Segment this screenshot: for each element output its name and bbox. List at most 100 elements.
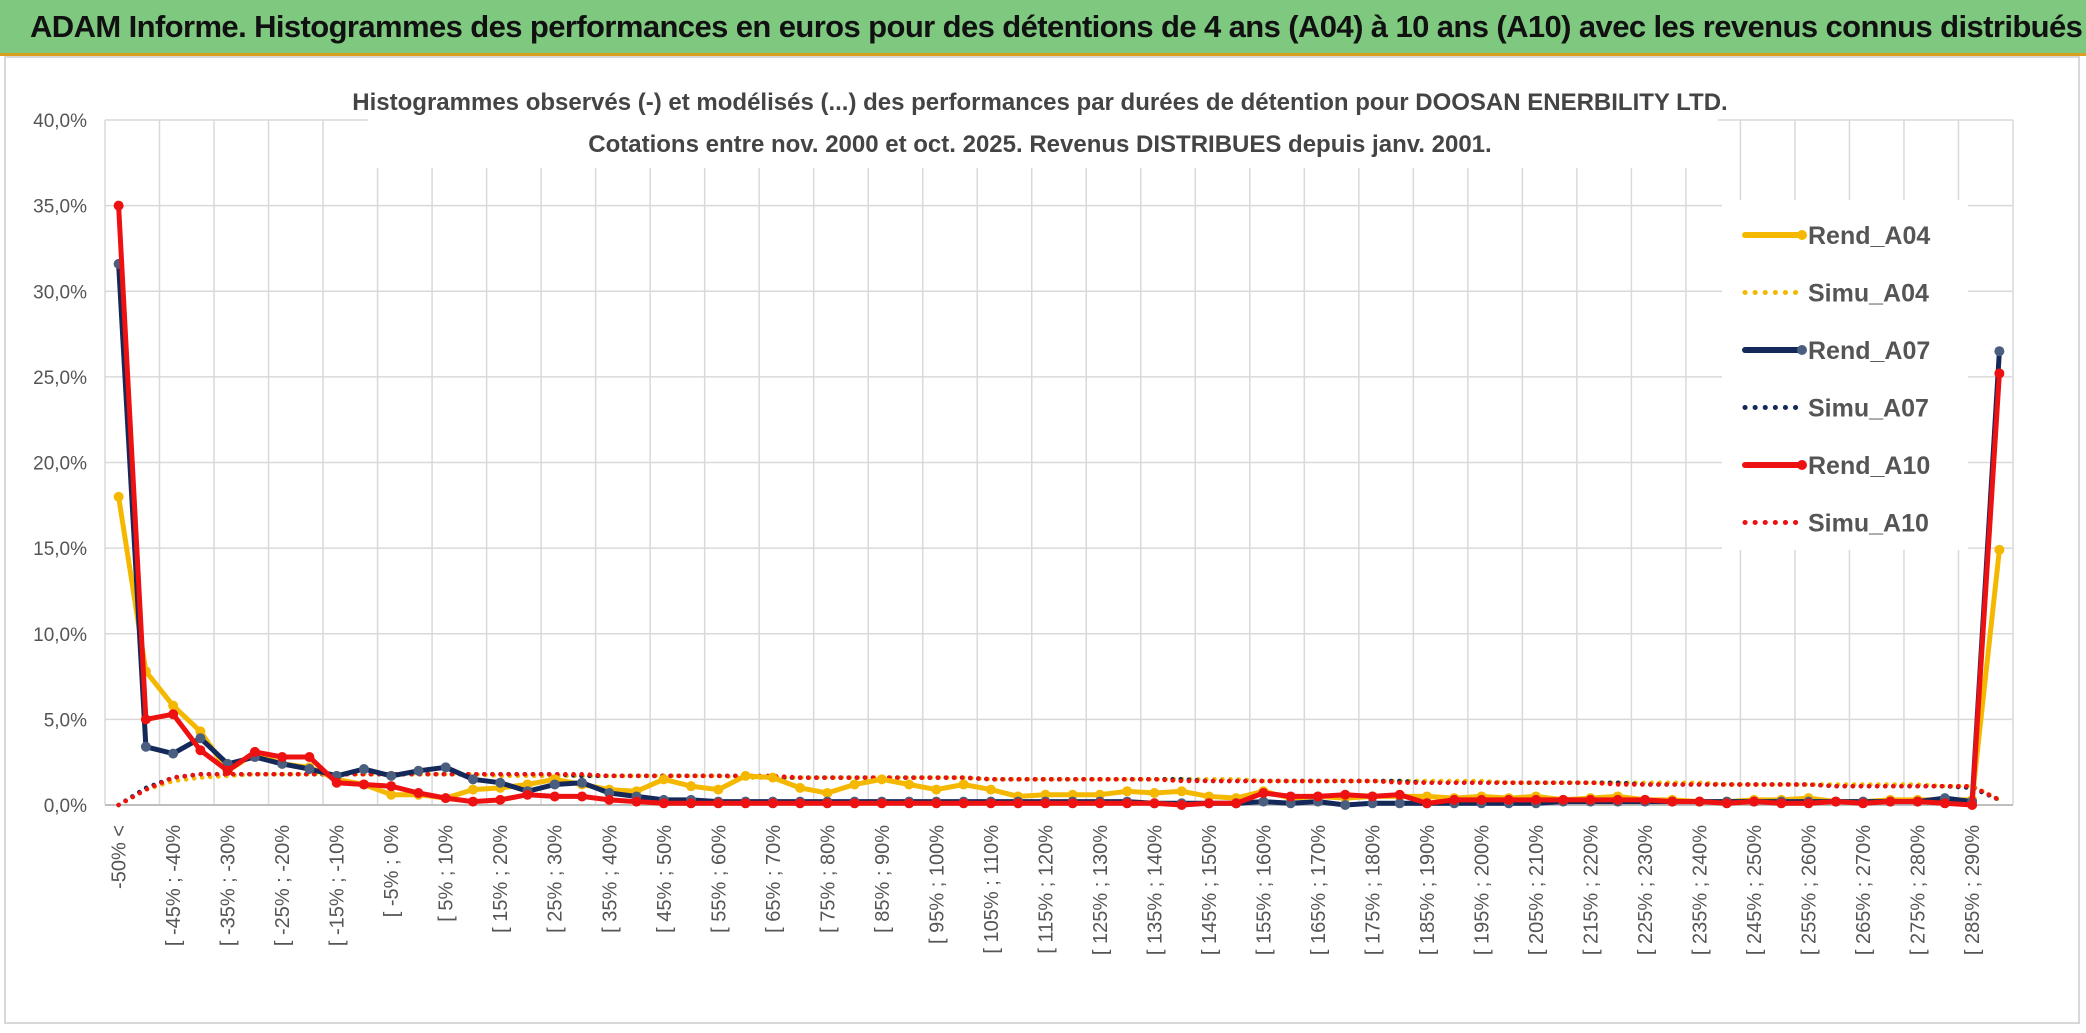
- point-Rend_A04: [522, 779, 533, 790]
- legend-label: Simu_A04: [1808, 280, 1929, 308]
- x-tick-label: [ 145% ; 150%: [1199, 825, 1221, 955]
- x-tick-label: [ 185% ; 190%: [1417, 825, 1439, 955]
- report-banner: ADAM Informe. Histogrammes des performan…: [0, 0, 2086, 56]
- point-Rend_A04: [658, 774, 669, 785]
- point-Rend_A07: [1394, 798, 1405, 809]
- point-Rend_A10: [1476, 794, 1487, 805]
- point-Rend_A10: [1367, 791, 1378, 802]
- y-axis-ticks: 0,0% 5,0% 10,0% 15,0% 20,0% 25,0% 30,0% 35,0% 40…: [33, 111, 87, 817]
- point-Rend_A10: [985, 798, 996, 809]
- point-Rend_A04: [1067, 789, 1078, 800]
- point-Rend_A07: [1994, 346, 2005, 357]
- point-Rend_A04: [1176, 786, 1187, 797]
- point-Rend_A10: [113, 200, 124, 211]
- x-tick-label: [ 5% ; 10%: [436, 825, 458, 922]
- series: [113, 200, 2005, 810]
- point-Rend_A10: [1421, 798, 1432, 809]
- series-Rend_A07: [113, 258, 2005, 810]
- point-Rend_A10: [1094, 798, 1105, 809]
- legend-label: Rend_A07: [1808, 337, 1930, 365]
- point-Rend_A04: [1203, 791, 1214, 802]
- point-Rend_A10: [1776, 798, 1787, 809]
- legend-marker: [1797, 460, 1807, 470]
- point-Rend_A10: [1449, 794, 1460, 805]
- point-Rend_A10: [1149, 798, 1160, 809]
- point-Rend_A10: [876, 798, 887, 809]
- point-Rend_A10: [577, 791, 587, 802]
- y-tick-label: 40,0%: [33, 111, 87, 132]
- line-Rend_A07: [116, 263, 2002, 808]
- point-Rend_A04: [931, 784, 942, 795]
- point-Rend_A10: [1939, 798, 1950, 809]
- point-Rend_A10: [1640, 794, 1651, 805]
- point-Rend_A10: [467, 796, 478, 807]
- point-Rend_A10: [386, 781, 397, 792]
- point-Rend_A10: [522, 789, 533, 800]
- point-Rend_A07: [413, 765, 424, 776]
- point-Rend_A10: [931, 798, 942, 809]
- point-Rend_A10: [1721, 798, 1732, 809]
- x-tick-label: [ 85% ; 90%: [872, 825, 894, 933]
- point-Rend_A07: [1340, 800, 1351, 810]
- x-tick-label: [ 225% ; 230%: [1635, 825, 1657, 955]
- point-Rend_A10: [358, 779, 369, 790]
- x-tick-label: [ 215% ; 220%: [1581, 825, 1603, 955]
- point-Rend_A04: [740, 770, 751, 781]
- y-tick-label: 25,0%: [33, 368, 87, 389]
- x-tick-label: [ 35% ; 40%: [599, 825, 621, 933]
- point-Rend_A04: [876, 774, 887, 785]
- point-Rend_A10: [1312, 791, 1323, 802]
- x-tick-label: [ 75% ; 80%: [817, 825, 839, 933]
- point-Rend_A07: [1367, 798, 1378, 809]
- point-Rend_A07: [467, 774, 478, 785]
- x-tick-label: [ -5% ; 0%: [381, 825, 403, 917]
- x-tick-label: [ 175% ; 180%: [1362, 825, 1384, 955]
- x-tick-label: [ 235% ; 240%: [1690, 825, 1712, 955]
- point-Rend_A10: [168, 709, 179, 720]
- legend: Rend_A04 Simu_A04 Rend_A07 Simu_A07 Rend_A10…: [1722, 200, 1968, 550]
- point-Rend_A10: [1558, 794, 1569, 805]
- point-Rend_A04: [1122, 786, 1133, 797]
- point-Rend_A10: [904, 798, 915, 809]
- point-Rend_A10: [1612, 794, 1623, 805]
- series-Rend_A04: [113, 491, 2005, 807]
- line-Simu_A10: [116, 771, 2002, 808]
- point-Rend_A04: [467, 784, 478, 795]
- point-Rend_A07: [277, 758, 288, 769]
- point-Rend_A07: [577, 777, 587, 788]
- x-tick-label: [ 155% ; 160%: [1253, 825, 1275, 955]
- point-Rend_A07: [549, 779, 560, 790]
- point-Rend_A10: [631, 796, 642, 807]
- line-Rend_A10: [116, 205, 2002, 808]
- x-tick-label: [ 265% ; 270%: [1853, 825, 1875, 955]
- point-Rend_A07: [304, 764, 315, 775]
- x-tick-label: [ 195% ; 200%: [1471, 825, 1493, 955]
- chart-subtitle: Cotations entre nov. 2000 et oct. 2025. …: [588, 131, 1491, 158]
- point-Rend_A04: [713, 784, 724, 795]
- point-Rend_A10: [440, 793, 451, 804]
- x-tick-label: [ 255% ; 260%: [1799, 825, 1821, 955]
- point-Rend_A04: [1994, 544, 2005, 555]
- point-Rend_A10: [222, 765, 233, 776]
- point-Rend_A10: [1176, 800, 1187, 810]
- point-Rend_A10: [195, 745, 206, 756]
- point-Rend_A04: [985, 784, 996, 795]
- point-Rend_A10: [849, 798, 860, 809]
- point-Rend_A10: [249, 746, 260, 757]
- x-tick-label: [ 285% ; 290%: [1962, 825, 1984, 955]
- x-tick-label: [ 15% ; 20%: [490, 825, 512, 933]
- point-Rend_A10: [1231, 798, 1242, 809]
- point-Rend_A10: [1858, 798, 1869, 809]
- point-Rend_A04: [1149, 788, 1160, 799]
- point-Rend_A07: [140, 741, 151, 752]
- x-tick-label: [ 125% ; 130%: [1090, 825, 1112, 955]
- point-Rend_A04: [958, 779, 969, 790]
- x-tick-label: [ 275% ; 280%: [1908, 825, 1930, 955]
- point-Rend_A10: [1885, 796, 1896, 807]
- point-Rend_A10: [1967, 800, 1978, 810]
- x-tick-label: [ 45% ; 50%: [654, 825, 676, 933]
- point-Rend_A04: [849, 779, 860, 790]
- y-tick-label: 20,0%: [33, 454, 87, 475]
- point-Rend_A10: [140, 714, 151, 725]
